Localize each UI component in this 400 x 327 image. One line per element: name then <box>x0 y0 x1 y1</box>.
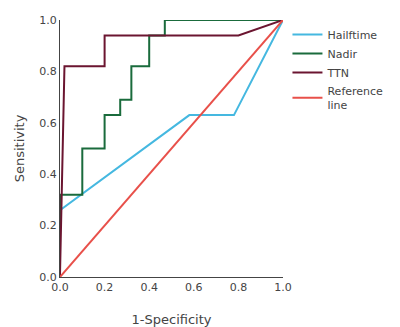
svg-text:1.0: 1.0 <box>274 281 292 294</box>
svg-text:0.8: 0.8 <box>230 281 248 294</box>
svg-text:0.2: 0.2 <box>39 219 57 232</box>
svg-text:Hailftime: Hailftime <box>327 29 377 42</box>
svg-text:0.2: 0.2 <box>96 281 114 294</box>
svg-text:0.6: 0.6 <box>185 281 203 294</box>
svg-text:1.0: 1.0 <box>39 14 57 27</box>
svg-text:0.8: 0.8 <box>39 65 57 78</box>
svg-text:0.4: 0.4 <box>140 281 158 294</box>
svg-text:0.4: 0.4 <box>39 168 57 181</box>
svg-text:1-Specificity: 1-Specificity <box>132 312 212 327</box>
svg-text:0.0: 0.0 <box>51 281 69 294</box>
svg-text:Referenceline: Referenceline <box>327 85 383 112</box>
svg-text:0.0: 0.0 <box>39 271 57 284</box>
svg-text:Nadir: Nadir <box>327 48 357 61</box>
svg-text:TTN: TTN <box>326 67 348 80</box>
svg-text:Sensitivity: Sensitivity <box>12 114 27 182</box>
svg-text:0.6: 0.6 <box>39 117 57 130</box>
